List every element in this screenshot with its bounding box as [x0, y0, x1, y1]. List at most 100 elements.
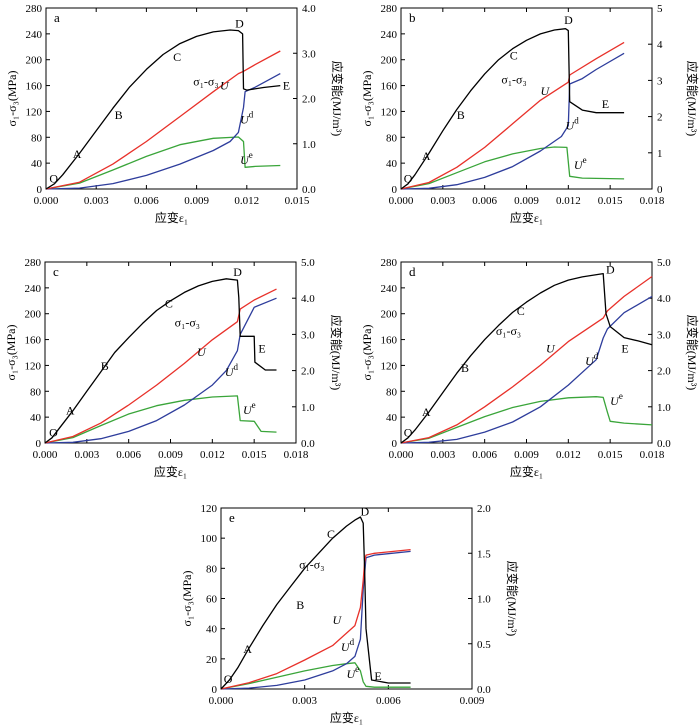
y-tick-label: 200 [25, 309, 42, 321]
y-tick-label: 240 [26, 29, 43, 41]
y2-tick-label: 4 [657, 39, 663, 51]
annotation-label: O [49, 426, 58, 440]
annotation-superscript: d [249, 109, 254, 119]
annotation-superscript: e [583, 155, 587, 165]
annotation-label: C [165, 296, 173, 310]
y2-tick-label: 1.5 [477, 548, 491, 560]
x-tick-label: 0.000 [389, 449, 414, 461]
y-tick-label: 280 [26, 3, 43, 15]
annotation-label: O [49, 172, 58, 186]
series-line-Ud [220, 550, 411, 690]
series-line-U [45, 50, 281, 190]
series-line-Ud [400, 52, 625, 190]
y-tick-label: 40 [386, 412, 398, 424]
plot-frame [220, 507, 473, 690]
y2-axis-label: 应变能(MJ/m³) [330, 61, 345, 137]
annotation-label: Ud [225, 362, 239, 379]
annotation-label: Ue [347, 664, 360, 681]
y2-tick-label: 4.0 [301, 293, 315, 305]
series-line-U [44, 288, 277, 444]
y-axis-label: σ₁-σ₃(MPa) [180, 571, 194, 627]
annotation-superscript: e [252, 400, 256, 410]
x-tick-label: 0.009 [184, 195, 209, 207]
x-tick-label: 0.003 [292, 695, 317, 707]
y2-tick-label: 4.0 [657, 293, 671, 305]
annotation-superscript: e [619, 391, 623, 401]
y-tick-label: 280 [381, 257, 398, 269]
y2-tick-label: 0.0 [657, 438, 671, 450]
annotation-label: Ud [566, 115, 580, 132]
y-tick-label: 0 [36, 438, 42, 450]
x-tick-label: 0.012 [556, 449, 581, 461]
series-line-U [400, 275, 653, 444]
y2-tick-label: 0.0 [302, 184, 316, 196]
x-tick-label: 0.018 [640, 449, 665, 461]
x-tick-label: 0.018 [640, 195, 665, 207]
annotation-label: D [606, 263, 615, 277]
series-line-U [400, 41, 625, 190]
y2-tick-label: 4.0 [302, 3, 316, 15]
y2-axis-label: 应变能(MJ/m³) [505, 561, 520, 637]
y-tick-label: 40 [386, 158, 398, 170]
y2-tick-label: 2.0 [301, 366, 315, 378]
annotation-label: E [283, 78, 290, 92]
y2-axis-label: 应变能(MJ/m³) [685, 61, 700, 137]
series-line-stress [45, 29, 281, 190]
y2-tick-label: 0.5 [477, 639, 491, 651]
chart-panel-c: c 0.000 0.003 0.006 0.009 0.012 0.015 0.018 0 40 8… [4, 257, 344, 479]
annotation-label: U [220, 78, 230, 92]
y-tick-label: 280 [381, 3, 398, 15]
y2-tick-label: 2.0 [302, 94, 316, 106]
y-tick-label: 240 [25, 283, 42, 295]
y2-axis-label: 应变能(MJ/m³) [329, 315, 344, 391]
annotation-label: σ₁-σ₃ [193, 75, 218, 89]
y-tick-label: 40 [30, 412, 42, 424]
y2-tick-label: 1.0 [301, 402, 315, 414]
x-tick-label: 0.000 [34, 195, 59, 207]
x-tick-label: 0.009 [158, 449, 183, 461]
y2-tick-label: 1.0 [657, 402, 671, 414]
x-tick-label: 0.009 [514, 449, 539, 461]
annotation-label: D [564, 13, 573, 27]
annotation-label: σ₁-σ₃ [175, 316, 200, 330]
y-tick-label: 280 [25, 257, 42, 269]
series-line-Ud [400, 295, 653, 444]
x-tick-label: 0.015 [242, 449, 267, 461]
y-tick-label: 160 [381, 335, 398, 347]
series-line-Ue [220, 662, 411, 690]
y-tick-label: 0 [37, 184, 43, 196]
x-tick-label: 0.003 [74, 449, 99, 461]
y2-tick-label: 5 [657, 3, 663, 15]
plot-frame [400, 261, 653, 444]
y-tick-label: 200 [381, 55, 398, 67]
annotation-superscript: e [355, 664, 359, 674]
series-line-Ud [45, 73, 281, 190]
y-tick-label: 160 [381, 81, 398, 93]
x-tick-label: 0.012 [556, 195, 581, 207]
annotation-label: Ue [574, 155, 587, 172]
x-axis-label: 应变ε₁ [154, 464, 187, 479]
x-tick-label: 0.006 [376, 695, 401, 707]
annotation-label: U [546, 342, 556, 356]
x-axis-label: 应变ε₁ [155, 210, 188, 225]
y2-tick-label: 1.0 [477, 594, 491, 606]
annotation-label: σ₁-σ₃ [299, 557, 324, 571]
y-tick-label: 0 [392, 184, 398, 196]
y-tick-label: 120 [26, 106, 43, 118]
y-tick-label: 80 [30, 386, 42, 398]
annotation-label: A [73, 147, 82, 161]
annotation-label: σ₁-σ₃ [496, 324, 521, 338]
x-tick-label: 0.006 [134, 195, 159, 207]
series-line-Ue [400, 146, 625, 190]
annotation-label: E [258, 342, 265, 356]
annotation-label: σ₁-σ₃ [501, 73, 526, 87]
annotation-superscript: e [249, 150, 253, 160]
y-axis-label: σ₁-σ₃(MPa) [360, 71, 374, 127]
x-tick-label: 0.012 [234, 195, 259, 207]
y-tick-label: 200 [26, 55, 43, 67]
x-tick-label: 0.003 [84, 195, 109, 207]
x-axis-label: 应变ε₁ [330, 710, 363, 725]
x-tick-label: 0.015 [285, 195, 310, 207]
annotation-label: B [115, 108, 123, 122]
y-tick-label: 60 [206, 594, 218, 606]
